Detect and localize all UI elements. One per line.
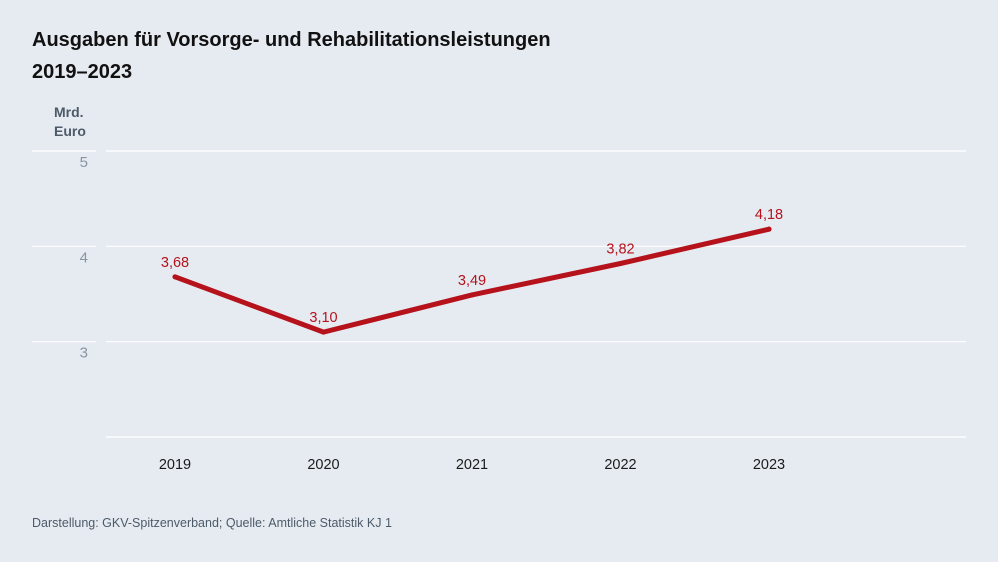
data-point bbox=[766, 226, 772, 232]
data-label-layer: 3,68 3,10 3,49 3,82 4,18 bbox=[161, 207, 783, 326]
data-label: 3,82 bbox=[606, 241, 634, 257]
data-label: 4,18 bbox=[755, 207, 783, 223]
chart-title-line2: 2019–2023 bbox=[32, 61, 133, 83]
source-note: Darstellung: GKV-Spitzenverband; Quelle:… bbox=[32, 516, 392, 530]
chart-title: Ausgaben für Vorsorge- und Rehabilitatio… bbox=[32, 24, 551, 88]
y-tick-label: 3 bbox=[80, 345, 88, 362]
x-tick-label: 2022 bbox=[604, 457, 636, 473]
y-axis-unit-line1: Mrd. bbox=[54, 104, 84, 120]
x-tick-label: 2019 bbox=[159, 457, 191, 473]
chart-title-line1: Ausgaben für Vorsorge- und Rehabilitatio… bbox=[32, 29, 551, 51]
x-tick-label: 2023 bbox=[753, 457, 785, 473]
y-tick-label: 4 bbox=[80, 249, 88, 266]
data-point bbox=[172, 274, 178, 280]
data-point bbox=[469, 292, 475, 298]
y-axis-unit-line2: Euro bbox=[54, 123, 86, 139]
y-tick-layer: 5 4 3 bbox=[80, 154, 88, 362]
data-label: 3,10 bbox=[309, 310, 337, 326]
x-tick-layer: 2019 2020 2021 2022 2023 bbox=[159, 457, 785, 473]
y-tick-label: 5 bbox=[80, 154, 88, 171]
data-point bbox=[618, 260, 623, 266]
grid-layer bbox=[32, 150, 966, 438]
y-axis-unit: Mrd. Euro bbox=[54, 103, 86, 141]
data-label: 3,68 bbox=[161, 255, 189, 271]
x-tick-label: 2020 bbox=[307, 457, 339, 473]
data-point bbox=[321, 329, 326, 335]
data-label: 3,49 bbox=[458, 273, 486, 289]
x-tick-label: 2021 bbox=[456, 457, 488, 473]
line-layer bbox=[172, 226, 772, 335]
